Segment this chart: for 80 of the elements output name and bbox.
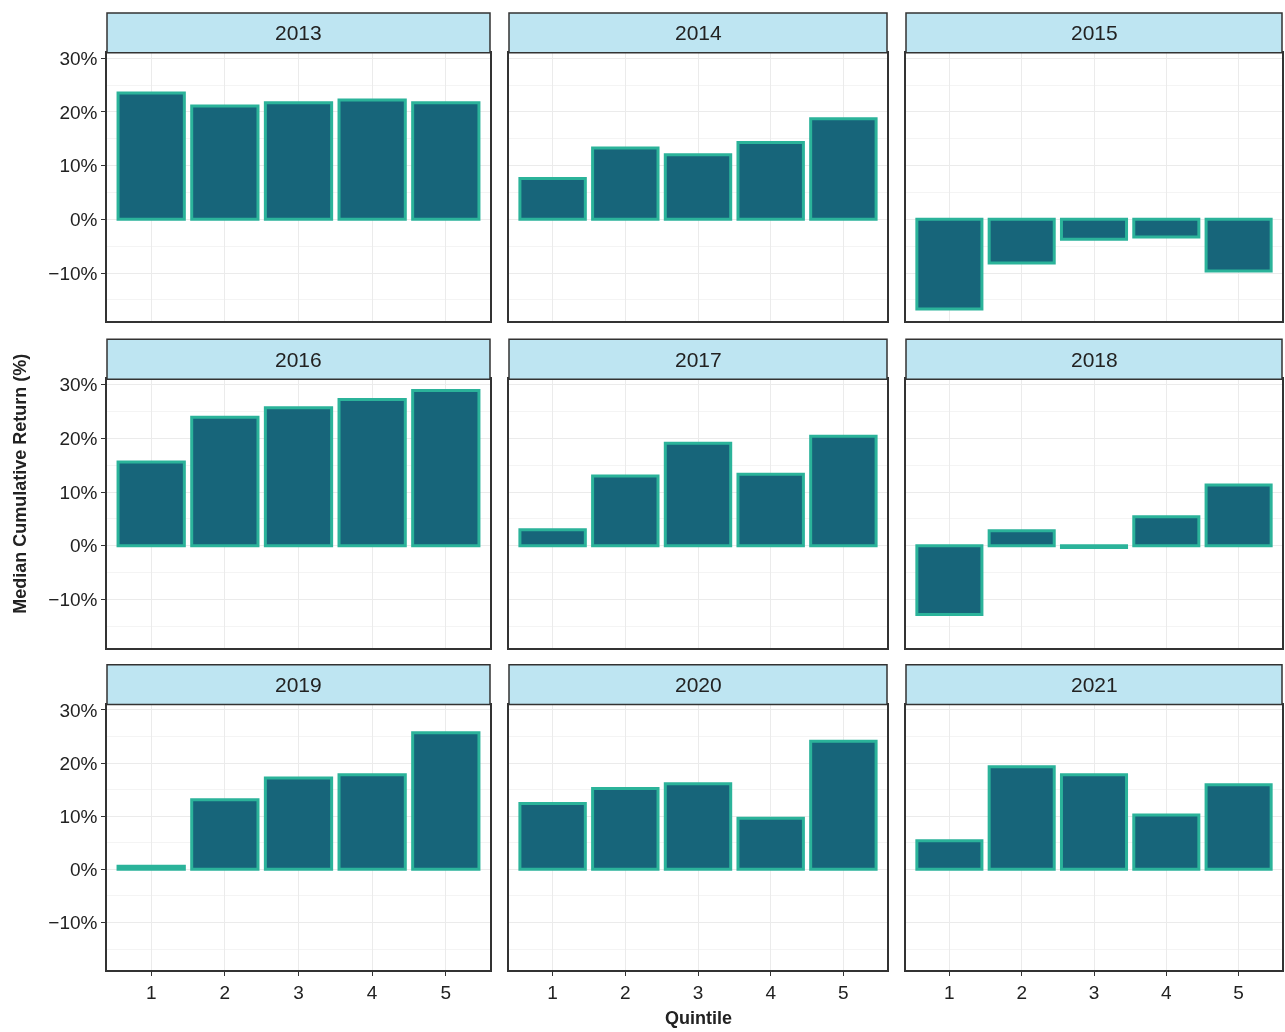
bar: [190, 798, 260, 871]
chart-title: 2015: [1071, 21, 1118, 44]
chart-title: 2019: [275, 673, 322, 696]
chart-title: 2018: [1071, 348, 1118, 371]
bar: [736, 472, 805, 548]
y-tick-label: 20%: [59, 752, 98, 774]
chart-title: 2016: [275, 348, 322, 371]
bar: [663, 153, 733, 221]
bar: [190, 415, 260, 548]
bar: [1132, 515, 1201, 548]
x-tick-label: 4: [366, 981, 378, 1003]
y-tick-label: −10%: [48, 912, 98, 934]
x-tick-label: 4: [1161, 981, 1173, 1003]
bar: [1059, 773, 1129, 871]
bar: [263, 406, 334, 548]
bar: [263, 101, 334, 221]
bar: [116, 91, 186, 221]
bar: [591, 474, 660, 548]
x-tick-label: 2: [1016, 981, 1027, 1003]
x-tick-label: 1: [944, 981, 955, 1003]
x-tick-label: 2: [219, 981, 231, 1003]
y-tick-label: 30%: [59, 47, 98, 69]
y-tick-label: 30%: [59, 699, 98, 721]
bar: [411, 388, 481, 548]
chart-title: 2021: [1071, 673, 1118, 696]
x-tick-label: 5: [838, 981, 849, 1003]
bar: [337, 98, 407, 221]
bar: [518, 801, 587, 871]
bar: [337, 773, 407, 871]
bar: [809, 434, 878, 548]
bar: [411, 101, 481, 221]
bar: [518, 177, 587, 221]
bar: [1132, 813, 1201, 871]
x-tick-label: 1: [547, 981, 558, 1003]
chart-title: 2014: [675, 21, 723, 44]
x-tick-label: 5: [440, 981, 452, 1003]
y-tick-label: 0%: [69, 858, 98, 880]
bar: [1204, 483, 1273, 548]
y-tick-label: 10%: [59, 805, 98, 827]
y-tick-label: 0%: [69, 535, 98, 557]
x-axis-title: Quintile: [665, 1008, 732, 1028]
bar: [809, 117, 878, 221]
bar: [190, 104, 260, 221]
x-tick-label: 3: [1088, 981, 1100, 1003]
bar: [591, 146, 660, 221]
bar: [809, 739, 878, 871]
x-tick-label: 1: [145, 981, 157, 1003]
y-axis-title: Median Cumulative Return (%): [10, 353, 31, 614]
y-tick-label: −10%: [48, 262, 98, 284]
y-tick-label: 10%: [59, 481, 98, 503]
x-tick-label: 4: [765, 981, 777, 1003]
bar: [518, 528, 587, 548]
bar: [736, 816, 805, 871]
bar: [337, 398, 407, 548]
bar: [411, 731, 481, 871]
bar: [915, 839, 984, 871]
bar: [987, 765, 1056, 871]
bar: [116, 460, 186, 548]
bar: [987, 529, 1056, 548]
bar: [1204, 783, 1273, 871]
y-tick-label: 20%: [59, 427, 98, 449]
x-tick-label: 2: [620, 981, 631, 1003]
bar: [263, 776, 334, 871]
y-tick-label: 0%: [69, 209, 98, 231]
x-tick-label: 3: [692, 981, 704, 1003]
chart-title: 2020: [675, 673, 722, 696]
x-tick-label: 5: [1233, 981, 1244, 1003]
x-tick-label: 3: [293, 981, 304, 1003]
chart-title: 2013: [275, 21, 322, 44]
y-tick-label: −10%: [48, 589, 98, 611]
chart-title: 2017: [675, 348, 722, 371]
bar: [915, 544, 984, 617]
bar: [663, 782, 733, 871]
bar: [116, 864, 186, 871]
bar: [591, 787, 660, 871]
y-tick-label: 30%: [59, 374, 98, 396]
bar: [736, 141, 805, 221]
y-tick-label: 10%: [59, 155, 98, 177]
bar: [663, 441, 733, 548]
y-tick-label: 20%: [59, 101, 98, 123]
